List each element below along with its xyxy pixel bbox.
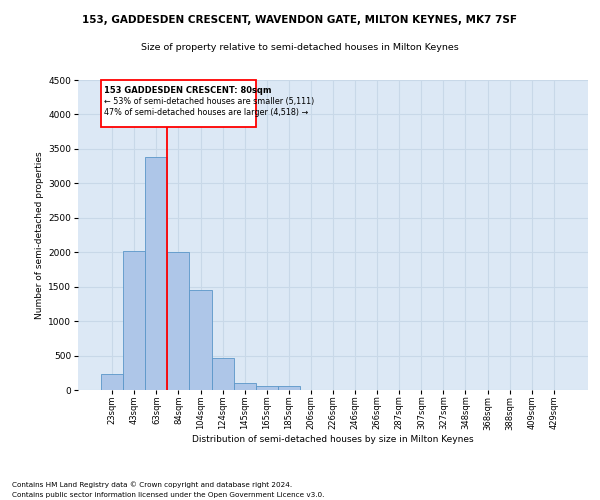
Bar xyxy=(233,383,256,390)
Bar xyxy=(123,251,145,390)
Text: Size of property relative to semi-detached houses in Milton Keynes: Size of property relative to semi-detach… xyxy=(141,42,459,51)
Bar xyxy=(278,386,300,390)
Text: Contains HM Land Registry data © Crown copyright and database right 2024.: Contains HM Land Registry data © Crown c… xyxy=(12,481,292,488)
Text: 47% of semi-detached houses are larger (4,518) →: 47% of semi-detached houses are larger (… xyxy=(104,108,308,116)
Bar xyxy=(145,157,167,390)
Bar xyxy=(190,290,212,390)
Text: Contains public sector information licensed under the Open Government Licence v3: Contains public sector information licen… xyxy=(12,492,325,498)
Text: 153, GADDESDEN CRESCENT, WAVENDON GATE, MILTON KEYNES, MK7 7SF: 153, GADDESDEN CRESCENT, WAVENDON GATE, … xyxy=(83,15,517,25)
Bar xyxy=(256,386,278,390)
FancyBboxPatch shape xyxy=(101,80,256,127)
Bar xyxy=(101,374,123,390)
X-axis label: Distribution of semi-detached houses by size in Milton Keynes: Distribution of semi-detached houses by … xyxy=(192,435,474,444)
Y-axis label: Number of semi-detached properties: Number of semi-detached properties xyxy=(35,151,44,319)
Text: ← 53% of semi-detached houses are smaller (5,111): ← 53% of semi-detached houses are smalle… xyxy=(104,97,314,106)
Text: 153 GADDESDEN CRESCENT: 80sqm: 153 GADDESDEN CRESCENT: 80sqm xyxy=(104,86,271,94)
Bar xyxy=(167,252,190,390)
Bar xyxy=(212,358,233,390)
